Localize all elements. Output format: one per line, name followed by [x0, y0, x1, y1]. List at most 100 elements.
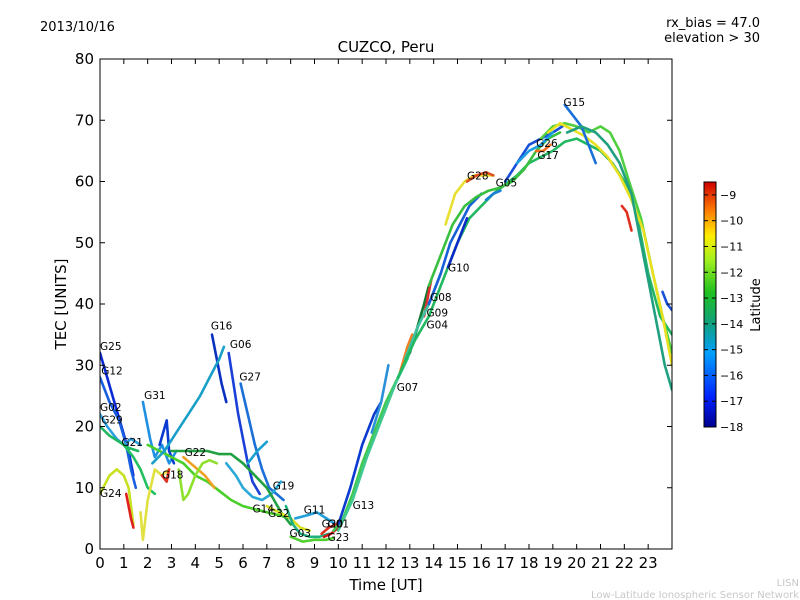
x-tick-label: 23: [639, 554, 658, 572]
chart-title: CUZCO, Peru: [338, 38, 435, 56]
sat-label-G16: G16: [211, 321, 233, 333]
series-G19b: [246, 440, 269, 465]
x-tick-label: 13: [400, 554, 419, 572]
sat-label-G08: G08: [430, 292, 452, 304]
colorbar-tick-label: −18: [720, 421, 743, 434]
sat-label-G07: G07: [397, 382, 419, 394]
x-tick-label: 2: [143, 554, 153, 572]
x-tick-label: 6: [238, 554, 248, 572]
series-G18: [139, 468, 171, 542]
x-tick-label: 17: [496, 554, 515, 572]
y-axis-label: TEC [UNITS]: [52, 259, 70, 351]
sat-label-G32: G32: [268, 508, 290, 520]
colorbar-tick-label: −12: [720, 266, 743, 279]
x-tick-label: 15: [448, 554, 467, 572]
sat-label-G11: G11: [304, 504, 326, 516]
series-G17: [534, 143, 552, 153]
series-G16b: [151, 345, 226, 465]
colorbar-tick-label: −16: [720, 369, 743, 382]
colorbar-tick-label: −13: [720, 292, 743, 305]
elevation-label: elevation > 30: [664, 31, 760, 46]
sat-label-G01: G01: [328, 519, 350, 531]
series-G12: [100, 376, 138, 490]
series-G15b: [546, 122, 672, 367]
sat-label-G02: G02: [100, 402, 122, 414]
sat-label-G12: G12: [101, 365, 123, 377]
x-tick-label: 19: [543, 554, 562, 572]
sat-label-G18: G18: [162, 470, 184, 482]
plot-frame: [99, 58, 673, 550]
x-tick-label: 14: [424, 554, 443, 572]
series-G16: [210, 333, 228, 404]
series-G22: [182, 455, 216, 490]
series-G06: [227, 351, 261, 496]
x-tick-label: 22: [615, 554, 634, 572]
series-G24b: [124, 492, 135, 529]
colorbar-tick-label: −17: [720, 395, 743, 408]
series-G17b: [515, 131, 555, 165]
series-G26: [503, 125, 564, 183]
sat-label-G06: G06: [230, 339, 252, 351]
x-tick-label: 12: [376, 554, 395, 572]
colorbar: [703, 181, 717, 428]
y-tick-label: 50: [75, 234, 94, 252]
series-G03: [284, 504, 331, 539]
x-tick-label: 3: [167, 554, 177, 572]
rx-bias-label: rx_bias = 47.0: [666, 16, 760, 31]
sat-label-G20: G20: [322, 519, 344, 531]
sat-label-G10: G10: [448, 263, 470, 275]
series-G20: [289, 535, 335, 543]
sat-label-G05: G05: [496, 177, 517, 189]
series-G10: [427, 192, 483, 306]
x-tick-label: 7: [262, 554, 272, 572]
x-tick-label: 1: [119, 554, 129, 572]
series-G14: [170, 449, 292, 526]
sat-label-G03: G03: [289, 528, 311, 540]
sat-label-G23: G23: [328, 532, 350, 544]
colorbar-tick-label: −10: [720, 215, 743, 228]
sat-label-G22: G22: [185, 447, 207, 459]
colorbar-tick-label: −11: [720, 240, 743, 253]
series-G07b: [399, 333, 414, 373]
series-G24: [100, 468, 135, 526]
colorbar-tick-label: −14: [720, 318, 743, 331]
series-G29: [100, 425, 140, 453]
y-tick-label: 60: [75, 173, 94, 191]
sat-label-G26: G26: [536, 138, 558, 150]
series-G05b: [484, 189, 502, 202]
sat-label-G09: G09: [427, 307, 449, 319]
sat-label-G13: G13: [353, 500, 375, 512]
y-tick-label: 30: [75, 356, 94, 374]
colorbar-tick-label: −15: [720, 344, 743, 357]
sat-label-G19: G19: [273, 481, 295, 493]
x-tick-label: 11: [353, 554, 372, 572]
x-tick-label: 20: [567, 554, 586, 572]
series-G05: [427, 131, 562, 287]
sat-label-G24: G24: [100, 488, 122, 500]
sat-label-G27: G27: [239, 372, 260, 384]
sat-label-G14: G14: [253, 503, 275, 515]
colorbar-tick-label: −9: [720, 189, 736, 202]
series-G18b: [160, 468, 171, 483]
series-G15e: [620, 204, 633, 232]
series-G10b: [446, 217, 469, 269]
sat-label-G04: G04: [427, 320, 449, 332]
x-tick-label: 0: [95, 554, 105, 572]
x-tick-label: 4: [191, 554, 201, 572]
date-label: 2013/10/16: [40, 20, 115, 35]
y-tick-label: 70: [75, 111, 94, 129]
footer-lisn: LISN: [777, 578, 799, 589]
colorbar-label: Latitude: [749, 278, 764, 332]
sat-label-G28: G28: [467, 171, 489, 183]
footer-network: Low-Latitude Ionospheric Sensor Network: [591, 590, 799, 600]
y-tick-label: 40: [75, 295, 94, 313]
y-tick-label: 10: [75, 479, 94, 497]
sat-label-G25: G25: [100, 341, 122, 353]
sat-label-G21: G21: [121, 437, 143, 449]
series-G13b: [337, 400, 383, 526]
sat-label-G29: G29: [101, 414, 123, 426]
series-G22b: [177, 458, 219, 502]
series-G11: [294, 510, 338, 526]
series-G27: [239, 382, 285, 502]
